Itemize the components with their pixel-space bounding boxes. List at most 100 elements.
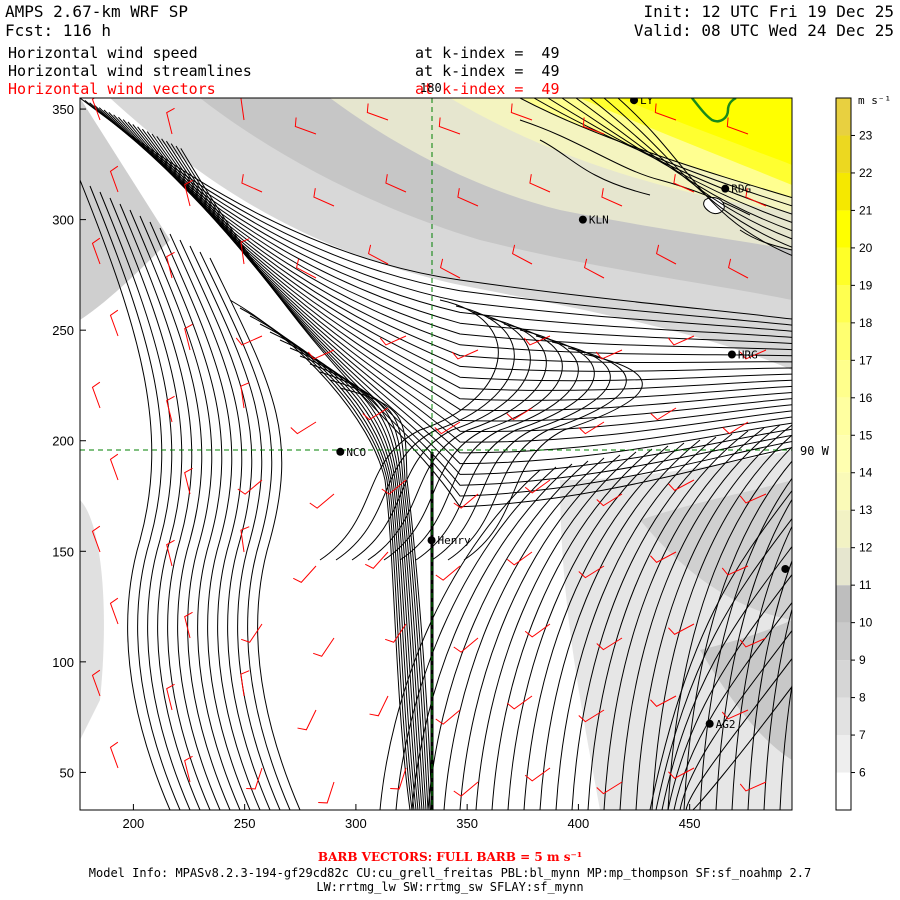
streamline — [539, 439, 701, 810]
streamline — [199, 251, 291, 810]
wind-barb — [529, 174, 551, 193]
wind-barbs — [91, 98, 767, 804]
colorbar-swatch — [836, 697, 851, 736]
colorbar-swatch — [836, 135, 851, 173]
colorbar-swatch — [836, 622, 851, 661]
wind-barb — [362, 407, 389, 421]
streamline — [679, 629, 792, 810]
colorbar-label: 20 — [859, 241, 873, 255]
station-label: HRG — [738, 348, 758, 361]
streamline — [169, 233, 261, 810]
streamline — [655, 517, 792, 810]
station-dot — [727, 350, 736, 359]
colorbar-label: 22 — [859, 166, 873, 180]
wind-barb — [91, 237, 101, 265]
wind-barb — [293, 565, 317, 583]
wind-barb — [166, 395, 175, 423]
colorbar-label: 10 — [859, 616, 873, 630]
wind-barb — [369, 695, 389, 717]
streamline — [383, 323, 563, 561]
streamline — [84, 100, 792, 326]
colorbar-label: 13 — [859, 503, 873, 517]
wind-barb — [91, 525, 101, 553]
colorbar-swatch — [836, 98, 851, 136]
wind-barb — [578, 421, 605, 435]
streamline — [587, 430, 749, 810]
streamline — [715, 498, 792, 810]
station-label: AG2 — [716, 718, 736, 731]
wind-barb — [166, 539, 175, 567]
barb-note: BARB VECTORS: FULL BARB = 5 m s⁻¹ — [317, 850, 583, 864]
colorbar-label: 12 — [859, 541, 873, 555]
colorbar-label: 19 — [859, 278, 873, 292]
wind-barb — [584, 258, 605, 279]
wind-barb — [318, 781, 335, 804]
wind-barb — [453, 493, 479, 509]
wind-barb — [656, 244, 677, 265]
wind-barb — [434, 421, 461, 435]
streamline — [103, 109, 792, 351]
y-tick-label: 150 — [52, 544, 74, 559]
wind-barb — [240, 238, 250, 265]
streamline — [763, 607, 792, 810]
streamline — [463, 353, 643, 561]
wind-barb — [307, 349, 335, 360]
streamline — [667, 573, 792, 810]
streamlines — [80, 98, 792, 810]
streamline — [649, 489, 792, 810]
plot-frame — [79, 97, 793, 811]
streamline — [571, 433, 733, 810]
streamline — [459, 454, 621, 810]
streamline — [519, 98, 792, 199]
wind-barb — [365, 551, 389, 569]
streamline — [603, 98, 792, 248]
x-tick-label: 350 — [456, 816, 478, 831]
streamline — [431, 341, 611, 561]
wind-barb — [184, 323, 193, 351]
wind-barb — [596, 637, 623, 651]
colorbar-unit: m s⁻¹ — [858, 94, 891, 107]
streamline — [109, 197, 201, 810]
wind-barb — [379, 335, 407, 346]
wind-barb — [524, 767, 551, 782]
wind-barb — [309, 493, 335, 509]
colorbar: 6 7 8 9 10 11 12 13 14 15 16 17 18 19 20 21 22 23 — [835, 97, 873, 811]
wind-barb — [240, 670, 250, 697]
wind-barb — [745, 188, 767, 207]
y-tick-label: 50 — [60, 765, 74, 780]
wind-barb — [109, 597, 119, 625]
streamline — [523, 442, 685, 810]
wind-barb — [722, 421, 749, 435]
wind-barb — [650, 695, 677, 707]
streamline — [475, 451, 637, 810]
wind-barb — [366, 103, 389, 121]
colorbar-swatch — [836, 435, 851, 473]
station-markers: LY RDG KLN HRG NCO Henry AG2 — [336, 98, 790, 731]
streamline — [661, 545, 792, 810]
streamline — [415, 335, 595, 561]
colorbar-swatch — [836, 360, 851, 398]
wind-barb — [506, 407, 533, 421]
y-tick-label: 100 — [52, 655, 74, 670]
colorbar-label: 21 — [859, 203, 873, 217]
wind-barb — [451, 349, 479, 360]
wind-barb — [739, 493, 767, 504]
streamline — [731, 525, 792, 810]
wind-barb — [240, 526, 250, 553]
wind-barb — [601, 188, 623, 207]
wind-barb — [435, 709, 461, 725]
wind-barb — [91, 381, 101, 409]
wind-barb — [313, 188, 335, 207]
wind-barb — [721, 565, 749, 576]
streamline — [533, 98, 792, 207]
x-axis: 200 250 300 350 400 450 — [123, 804, 701, 831]
wind-barb — [109, 741, 119, 769]
streamline — [779, 681, 792, 810]
wind-barb — [313, 637, 335, 657]
streamline — [447, 347, 627, 561]
streamline — [339, 387, 433, 810]
x-tick-label: 200 — [123, 816, 145, 831]
field-level-streamlines: at k-index = 49 — [415, 62, 560, 80]
colorbar-swatch — [836, 247, 851, 286]
wind-barb — [650, 551, 677, 563]
